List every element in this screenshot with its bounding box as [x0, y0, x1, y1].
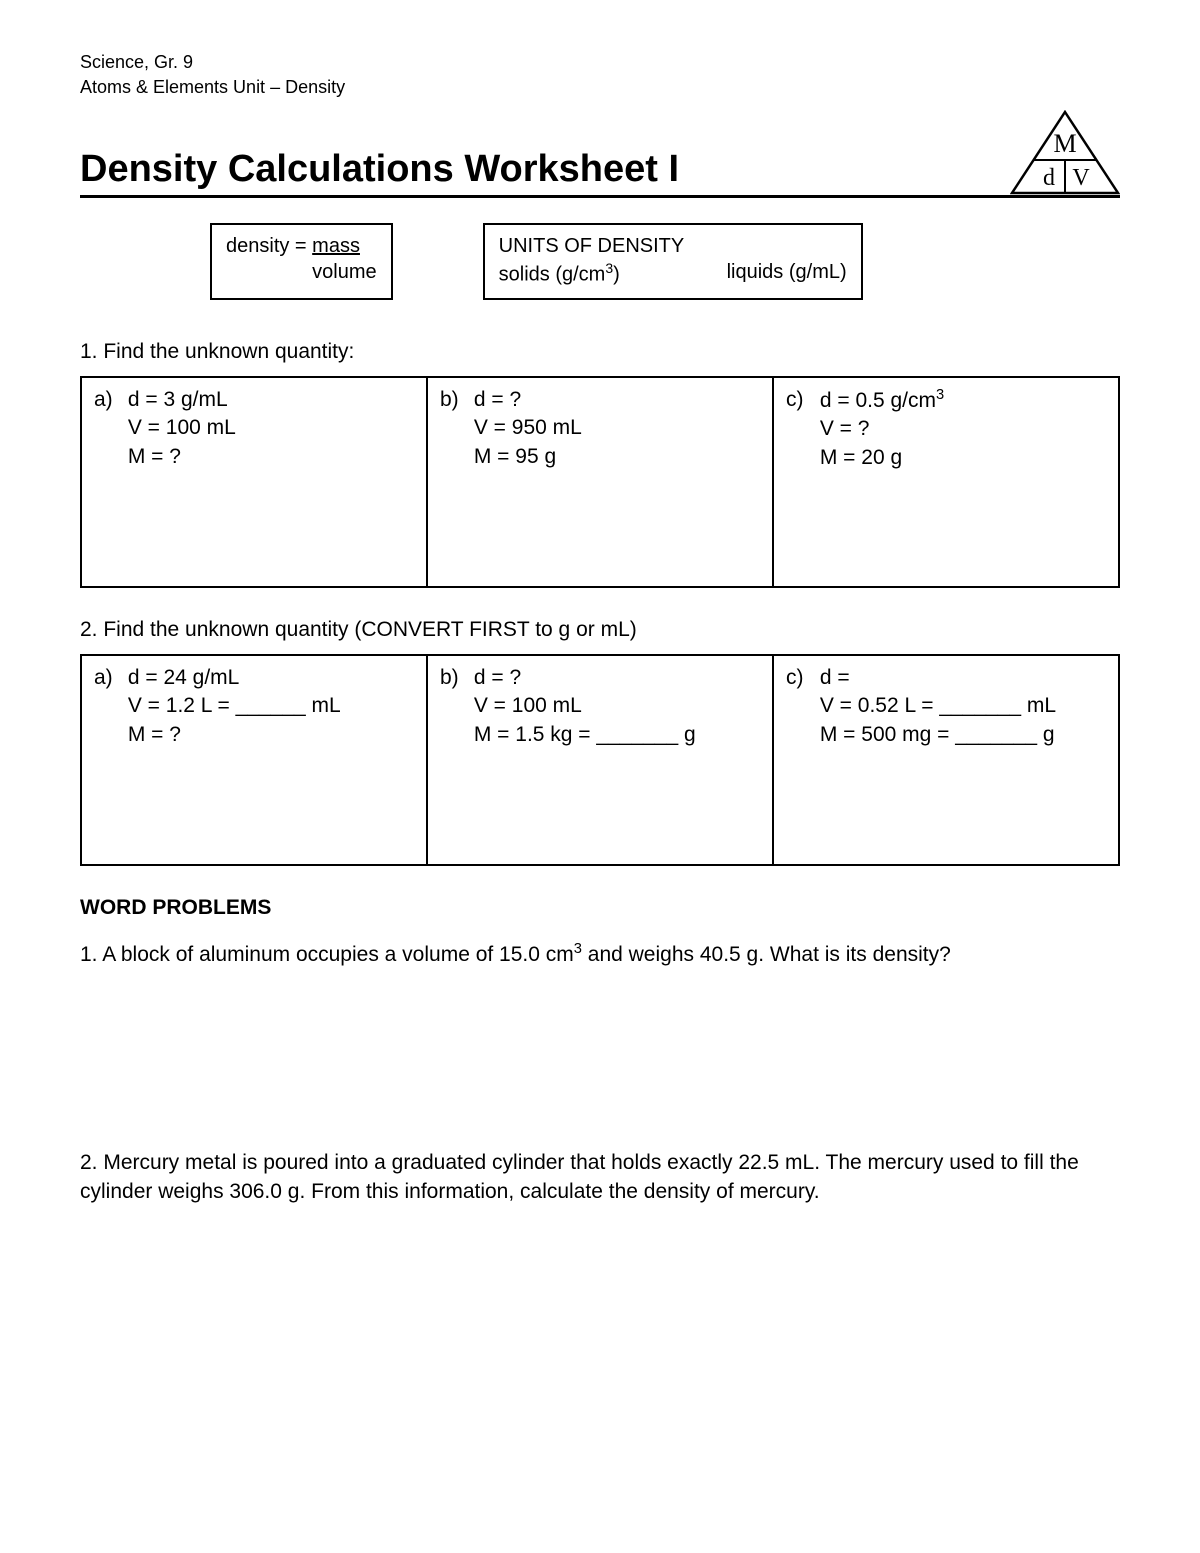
question-1-table: a) d = 3 g/mL V = 100 mL M = ? b) d = ? …: [80, 376, 1120, 588]
title-row: Density Calculations Worksheet I M d V: [80, 110, 1120, 198]
q2-cell-a: a) d = 24 g/mL V = 1.2 L = ______ mL M =…: [81, 655, 427, 865]
formula-lhs: density =: [226, 235, 307, 257]
formula-numerator: mass: [312, 235, 360, 257]
word-problem-1: 1. A block of aluminum occupies a volume…: [80, 940, 1120, 969]
header-line-1: Science, Gr. 9: [80, 50, 1120, 75]
header-meta: Science, Gr. 9 Atoms & Elements Unit – D…: [80, 50, 1120, 100]
formula-denominator: volume: [312, 261, 376, 283]
question-2-prompt: 2. Find the unknown quantity (CONVERT FI…: [80, 618, 1120, 642]
triangle-bottom-right-label: V: [1072, 165, 1090, 191]
q2-cell-c: c) d = V = 0.52 L = _______ mL M = 500 m…: [773, 655, 1119, 865]
triangle-top-label: M: [1053, 129, 1076, 158]
worksheet-page: Science, Gr. 9 Atoms & Elements Unit – D…: [0, 0, 1200, 1553]
q2-cell-b: b) d = ? V = 100 mL M = 1.5 kg = _______…: [427, 655, 773, 865]
q1-cell-a: a) d = 3 g/mL V = 100 mL M = ?: [81, 377, 427, 587]
word-problems-heading: WORD PROBLEMS: [80, 896, 1120, 920]
q1-cell-c: c) d = 0.5 g/cm3 V = ? M = 20 g: [773, 377, 1119, 587]
header-line-2: Atoms & Elements Unit – Density: [80, 75, 1120, 100]
units-title: UNITS OF DENSITY: [499, 233, 847, 259]
units-box: UNITS OF DENSITY solids (g/cm3) liquids …: [483, 223, 863, 300]
density-formula-box: density = mass density = volume: [210, 223, 393, 300]
question-2-table: a) d = 24 g/mL V = 1.2 L = ______ mL M =…: [80, 654, 1120, 866]
triangle-bottom-left-label: d: [1043, 165, 1055, 191]
q1-cell-b: b) d = ? V = 950 mL M = 95 g: [427, 377, 773, 587]
question-1-prompt: 1. Find the unknown quantity:: [80, 340, 1120, 364]
units-liquids: liquids (g/mL): [727, 259, 847, 288]
page-title: Density Calculations Worksheet I: [80, 148, 679, 191]
density-triangle-icon: M d V: [1010, 110, 1120, 195]
units-solids: solids (g/cm3): [499, 259, 620, 288]
word-problem-2: 2. Mercury metal is poured into a gradua…: [80, 1149, 1120, 1206]
formula-row: density = mass density = volume UNITS OF…: [210, 223, 1120, 300]
